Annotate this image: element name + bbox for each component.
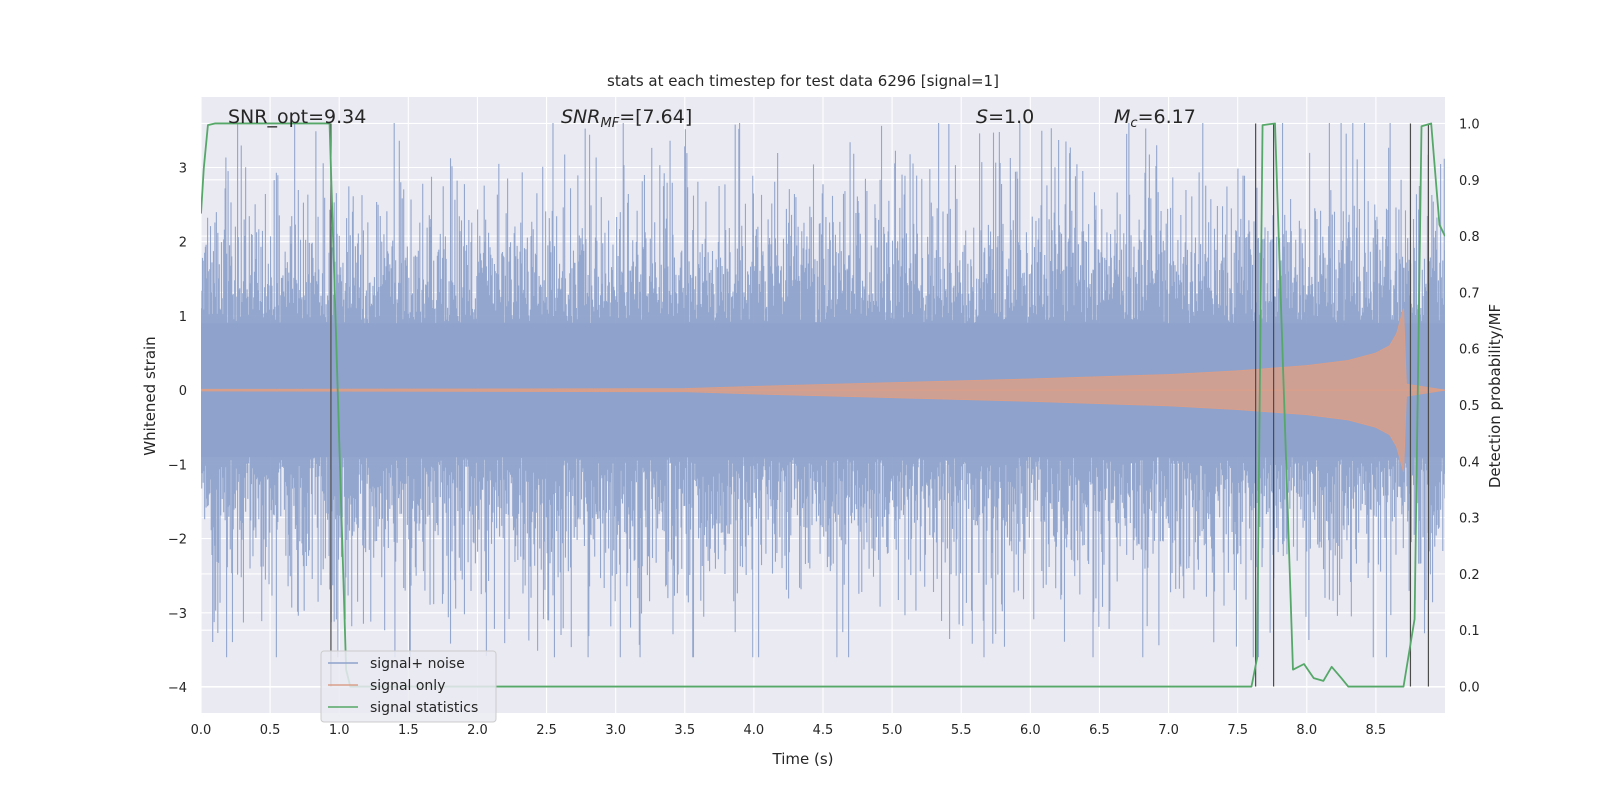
y2-tick-label: 0.0 xyxy=(1459,681,1480,696)
x-tick-label: 4.0 xyxy=(744,723,765,738)
y-tick-label: 2 xyxy=(179,236,187,251)
y-tick-label: −1 xyxy=(168,458,187,473)
x-tick-label: 1.5 xyxy=(398,723,419,738)
x-tick-label: 1.0 xyxy=(329,723,350,738)
x-tick-label: 8.5 xyxy=(1366,723,1387,738)
y2-tick-label: 0.9 xyxy=(1459,174,1480,189)
y2-axis-label: Detection probability/MF xyxy=(1486,304,1504,488)
y2-tick-labels: 1.0 0.9 0.8 0.7 0.6 0.5 0.4 0.3 0.2 0.1 0.0 xyxy=(1459,117,1480,695)
x-tick-label: 3.5 xyxy=(674,723,695,738)
x-tick-label: 4.5 xyxy=(813,723,834,738)
annotation-mc: Mc=6.17 xyxy=(1114,106,1196,131)
legend-label-signal-only: signal only xyxy=(370,678,445,694)
legend-label-signal-noise: signal+ noise xyxy=(370,656,465,672)
y2-tick-label: 0.3 xyxy=(1459,512,1480,527)
chart-title: stats at each timestep for test data 629… xyxy=(607,72,999,90)
y2-tick-label: 0.4 xyxy=(1459,455,1480,470)
y-tick-label: 0 xyxy=(179,384,187,399)
y-tick-label: −2 xyxy=(168,533,187,548)
annotation-mc-main: M xyxy=(1114,106,1130,128)
x-tick-label: 7.5 xyxy=(1227,723,1248,738)
x-tick-labels: 0.0 0.5 1.0 1.5 2.0 2.5 3.0 3.5 4.0 4.5 5.0 5.5 6.0 6… xyxy=(191,723,1387,738)
x-tick-label: 7.0 xyxy=(1158,723,1179,738)
series-signal-statistics xyxy=(201,122,1445,688)
annotation-snr-opt: SNR_opt=9.34 xyxy=(228,106,366,128)
x-tick-label: 6.0 xyxy=(1020,723,1041,738)
legend-label-signal-statistics: signal statistics xyxy=(370,700,478,716)
annotation-snr-mf-sub: MF xyxy=(600,116,619,131)
x-tick-label: 0.0 xyxy=(191,723,212,738)
y2-tick-label: 0.8 xyxy=(1459,230,1480,245)
annotation-snr-mf-main: SNR xyxy=(561,106,600,128)
y2-tick-label: 0.7 xyxy=(1459,286,1480,301)
y2-tick-label: 0.2 xyxy=(1459,568,1480,583)
x-tick-label: 5.5 xyxy=(951,723,972,738)
x-tick-label: 2.0 xyxy=(467,723,488,738)
y-tick-label: 3 xyxy=(179,162,187,177)
annotation-mc-sub: c xyxy=(1130,116,1137,131)
signal-statistics-line xyxy=(201,122,1445,688)
legend-box xyxy=(320,650,497,723)
x-axis-label: Time (s) xyxy=(772,750,834,768)
x-tick-label: 3.0 xyxy=(605,723,626,738)
x-tick-label: 5.0 xyxy=(882,723,903,738)
annotation-s-main: S xyxy=(976,106,988,128)
y-tick-label: −3 xyxy=(168,607,187,622)
annotation-s: S=1.0 xyxy=(976,106,1034,128)
vertical-lines xyxy=(330,123,1430,687)
x-tick-label: 2.5 xyxy=(536,723,557,738)
legend: signal+ noise signal only signal statist… xyxy=(320,650,497,723)
y2-tick-label: 0.5 xyxy=(1459,399,1480,414)
y2-tick-label: 0.1 xyxy=(1459,624,1480,639)
y-tick-labels: 3 2 1 0 −1 −2 −3 −4 xyxy=(168,162,187,697)
x-tick-label: 8.0 xyxy=(1296,723,1317,738)
y-tick-label: −4 xyxy=(168,681,187,696)
annotation-snr-mf: SNRMF=[7.64] xyxy=(561,106,692,131)
series-signal-only xyxy=(201,308,1445,472)
annotation-snr-mf-value: =[7.64] xyxy=(619,106,692,128)
y-axis-label: Whitened strain xyxy=(141,336,159,455)
annotation-mc-value: =6.17 xyxy=(1138,106,1196,128)
y2-tick-label: 0.6 xyxy=(1459,343,1480,358)
y-tick-label: 1 xyxy=(179,310,187,325)
x-tick-label: 6.5 xyxy=(1089,723,1110,738)
annotation-s-value: =1.0 xyxy=(988,106,1034,128)
x-tick-label: 0.5 xyxy=(260,723,281,738)
y2-tick-label: 1.0 xyxy=(1459,117,1480,132)
